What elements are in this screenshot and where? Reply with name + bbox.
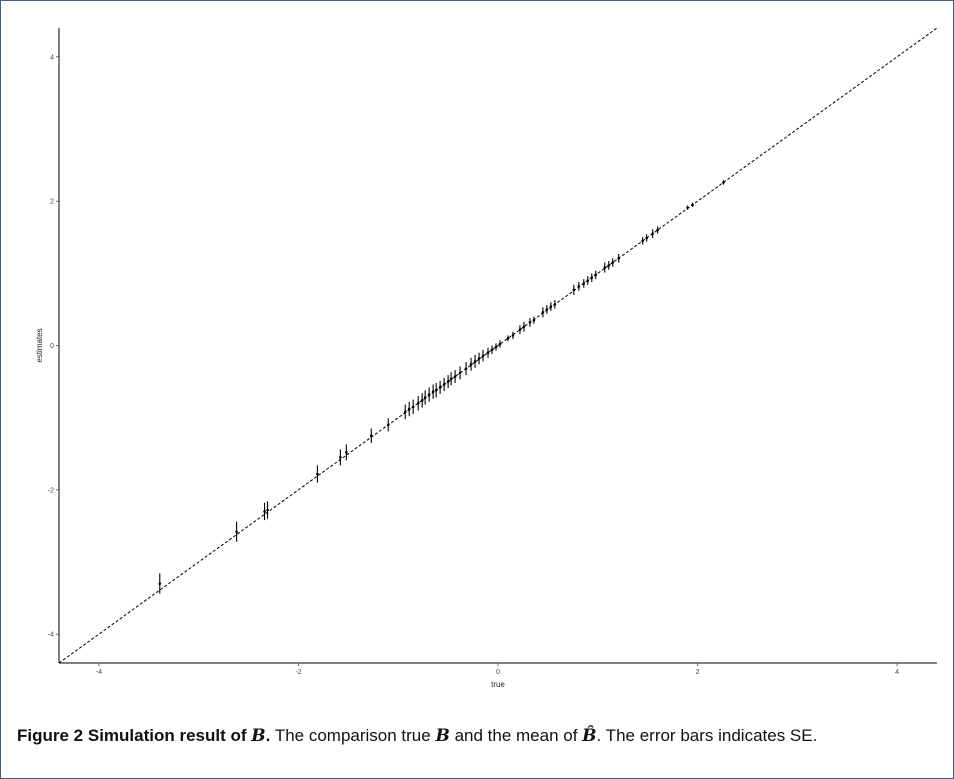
reference-line (58, 27, 938, 664)
data-point (572, 288, 576, 292)
data-point (442, 383, 446, 386)
y-tick-label: 4 (50, 54, 54, 61)
data-point (611, 261, 615, 264)
data-point (656, 228, 659, 232)
axes (56, 28, 937, 666)
data-point (431, 390, 435, 393)
data-point (603, 266, 607, 269)
data-point (522, 325, 526, 329)
data-point (617, 256, 621, 260)
data-point (577, 285, 581, 288)
caption-title-end: . (265, 726, 271, 745)
data-point (407, 407, 411, 411)
caption-title-symbol: B (251, 726, 266, 746)
data-point (494, 345, 498, 349)
tick-labels: -4 -2 0 2 4 -4 -2 0 2 4 (48, 54, 899, 676)
y-tick-label: -4 (48, 632, 54, 639)
data-point (339, 456, 342, 459)
data-point (541, 311, 545, 314)
data-point (686, 206, 689, 209)
x-tick-label: 0 (496, 669, 500, 676)
data-point (403, 410, 407, 414)
data-point (506, 336, 510, 340)
data-point (481, 354, 485, 357)
data-point (449, 377, 453, 380)
caption-symbol-b: B (435, 726, 450, 746)
data-point (386, 423, 390, 427)
data-point (586, 279, 590, 282)
data-point (411, 405, 415, 409)
x-tick-label: 4 (895, 669, 899, 676)
caption-symbol-b-hat: B̂ (582, 726, 597, 746)
data-point (651, 232, 654, 235)
caption-label: Figure 2 (17, 726, 84, 745)
data-point (446, 380, 450, 383)
data-point (464, 367, 468, 370)
reference-line-group (58, 27, 938, 664)
data-point (490, 348, 494, 352)
data-point (263, 510, 266, 513)
data-point (434, 388, 438, 392)
caption-body-3: . The error bars indicates SE. (596, 726, 818, 745)
data-point (316, 472, 319, 476)
y-tick-label: 0 (50, 343, 54, 350)
data-point (498, 342, 502, 346)
data-points (158, 180, 725, 594)
data-point (545, 308, 549, 311)
data-point (532, 318, 536, 322)
data-point (266, 508, 269, 512)
data-point (423, 396, 427, 399)
data-point (549, 305, 553, 308)
caption-title: Simulation result of (87, 726, 247, 745)
x-tick-label: -4 (96, 669, 102, 676)
data-point (641, 239, 644, 243)
data-point (438, 386, 442, 389)
data-point (473, 360, 477, 363)
data-point (427, 393, 431, 396)
data-point (369, 434, 373, 437)
y-tick-label: -2 (48, 487, 54, 494)
x-axis-label: true (491, 680, 505, 689)
data-point (469, 362, 473, 366)
data-point (582, 282, 586, 285)
data-point (345, 450, 348, 454)
data-point (518, 328, 522, 331)
x-tick-label: -2 (295, 669, 301, 676)
y-axis-label: estimates (35, 328, 44, 362)
data-point (528, 321, 532, 324)
data-point (420, 399, 424, 402)
data-point (607, 264, 611, 267)
data-point (235, 530, 238, 533)
x-tick-label: 2 (696, 669, 700, 676)
data-point (453, 375, 457, 378)
data-point (691, 203, 694, 207)
data-point (645, 236, 648, 240)
data-point (158, 582, 162, 585)
data-point (486, 351, 490, 355)
data-point (511, 334, 515, 337)
data-point (553, 303, 557, 306)
y-tick-label: 2 (50, 199, 54, 206)
figure-caption: Figure 2 Simulation result of B. The com… (17, 725, 927, 747)
caption-body-2: and the mean of (454, 726, 578, 745)
data-point (477, 357, 481, 360)
data-point (590, 276, 594, 279)
caption-body-1: The comparison true (274, 726, 431, 745)
data-point (594, 273, 598, 277)
data-point (458, 371, 462, 375)
data-point (722, 181, 725, 184)
data-point (416, 401, 420, 405)
